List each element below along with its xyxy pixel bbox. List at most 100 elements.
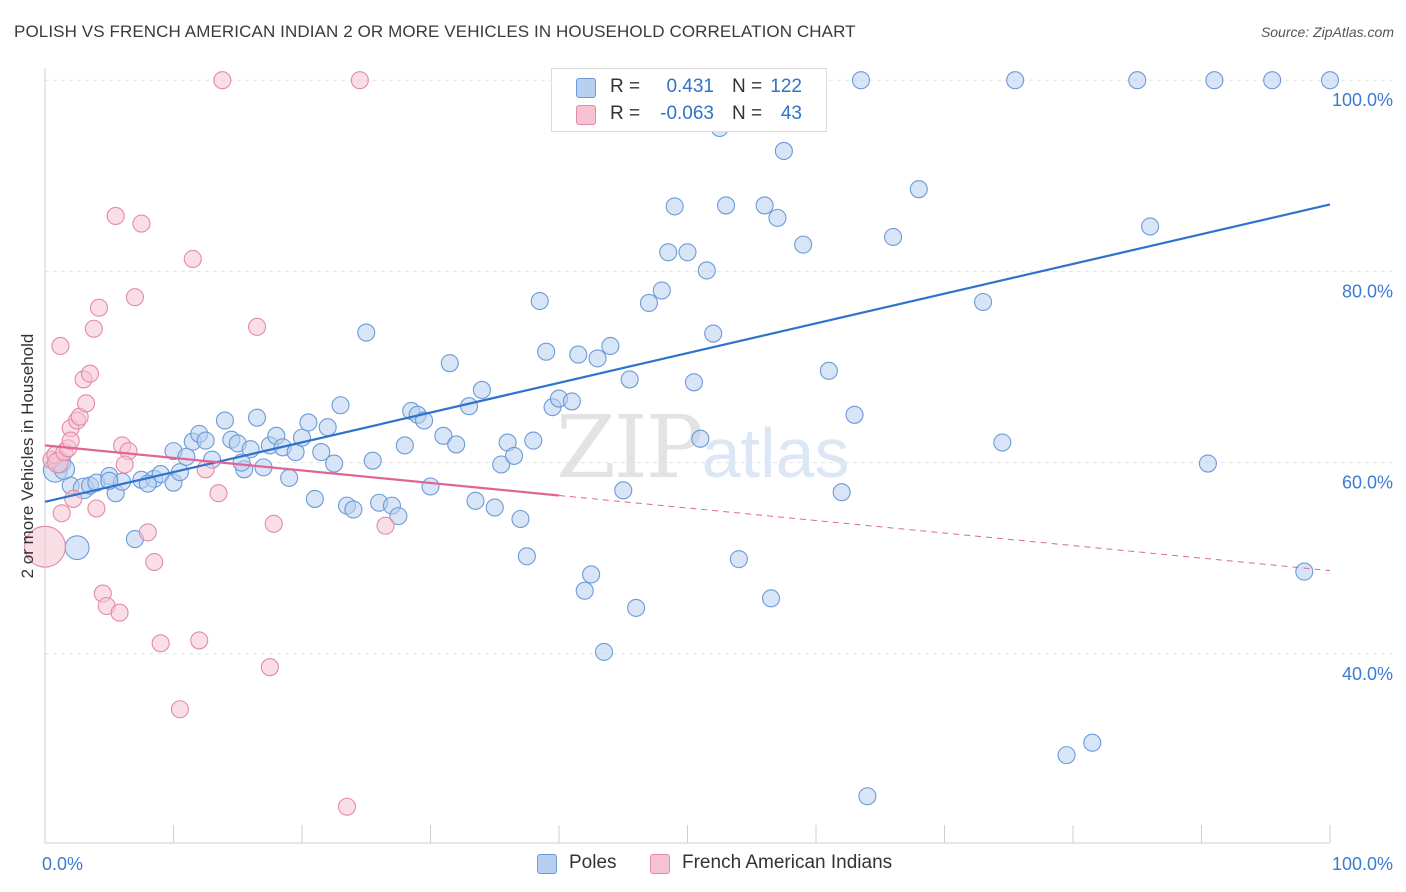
poles-point — [729, 550, 748, 569]
legend-n-value-poles: 122 — [770, 76, 802, 97]
poles-point — [434, 426, 453, 445]
poles-point — [601, 336, 620, 356]
poles-point — [504, 446, 524, 465]
trend-line-fai — [44, 444, 560, 497]
poles-point — [177, 447, 196, 466]
legend-r-value-poles: 0.431 — [666, 76, 714, 97]
poles-point — [909, 180, 928, 199]
legend-r-label: R = — [610, 103, 641, 124]
grid-lines — [45, 79, 1392, 655]
y-tick-label: 40.0% — [1342, 664, 1393, 684]
x-tick-label: 100.0% — [1332, 854, 1393, 874]
legend-n-label: N = — [732, 76, 763, 97]
trend-lines — [44, 203, 1331, 572]
poles-point — [1263, 71, 1282, 90]
poles-point — [459, 397, 479, 416]
trend-line-fai-dashed — [558, 494, 1331, 572]
poles-point — [768, 208, 787, 227]
legend-swatch-fai — [576, 105, 596, 125]
watermark-zip: ZIP — [556, 398, 704, 498]
poles-point — [575, 581, 594, 600]
poles-point — [1141, 217, 1160, 236]
poles-point — [1295, 562, 1314, 581]
legend-row-fai: R = -0.063 N = 43 — [552, 101, 826, 127]
poles-point — [1083, 733, 1102, 752]
poles-point — [774, 141, 793, 160]
fai-point — [80, 364, 100, 383]
poles-point — [511, 509, 530, 529]
y-axis-label: 2 or more Vehicles in Household — [18, 334, 37, 579]
poles-point — [1057, 746, 1076, 765]
fai-point — [170, 700, 189, 719]
fai-point — [110, 603, 129, 622]
fai-point — [145, 552, 164, 572]
poles-point — [299, 413, 318, 432]
poles-point — [588, 349, 607, 368]
y-tick-label: 100.0% — [1332, 90, 1393, 110]
poles-point — [331, 396, 350, 415]
fai-point — [151, 634, 170, 653]
poles-point — [582, 565, 601, 584]
fai-point — [125, 288, 144, 307]
poles-point — [524, 431, 543, 450]
bottom-legend-label-fai: French American Indians — [682, 852, 893, 873]
poles-point — [318, 418, 337, 437]
poles-point — [755, 196, 774, 215]
poles-point — [1320, 71, 1340, 90]
tick-labels: 100.0% 80.0% 60.0% 40.0% 0.0% 100.0% — [42, 90, 1393, 874]
poles-point — [639, 293, 659, 312]
fai-point — [106, 206, 125, 226]
poles-point — [858, 787, 877, 806]
poles-point — [472, 380, 491, 399]
poles-point — [305, 489, 324, 508]
poles-point — [627, 598, 646, 617]
fai-point — [190, 631, 209, 650]
poles-point — [312, 443, 331, 462]
fai-point — [247, 317, 267, 336]
watermark: ZIPatlas — [556, 398, 849, 498]
y-tick-label: 60.0% — [1342, 473, 1393, 493]
poles-point — [196, 431, 215, 450]
poles-point — [530, 291, 549, 311]
fai-point — [89, 298, 109, 317]
poles-point — [832, 483, 851, 502]
poles-point — [1128, 71, 1147, 90]
poles-point — [993, 433, 1012, 452]
fai-point — [87, 499, 106, 518]
poles-point — [64, 535, 90, 561]
poles-point — [659, 243, 678, 262]
poles-point — [363, 451, 382, 470]
poles-point — [357, 323, 376, 342]
poles-point — [819, 361, 838, 380]
poles-point — [485, 498, 504, 517]
legend-swatch-poles — [576, 78, 596, 98]
poles-point — [447, 435, 466, 454]
y-tick-label: 80.0% — [1342, 281, 1393, 301]
fai-point — [183, 249, 202, 269]
poles-point — [678, 243, 697, 262]
fai-point — [61, 431, 80, 450]
poles-point — [440, 354, 459, 373]
poles-point — [415, 411, 434, 430]
x-tick-label: 0.0% — [42, 854, 83, 874]
poles-point — [716, 196, 736, 215]
poles-point — [884, 227, 903, 247]
fai-point — [51, 336, 70, 356]
trend-line-poles — [44, 203, 1331, 503]
poles-point — [517, 547, 536, 566]
bottom-legend-swatch-poles — [537, 854, 557, 874]
fai-point — [84, 319, 103, 338]
fai-point — [77, 394, 96, 413]
poles-point — [594, 642, 614, 661]
legend-n-value-fai: 43 — [780, 103, 802, 124]
legend-r-label: R = — [610, 76, 641, 97]
chart-title: POLISH VS FRENCH AMERICAN INDIAN 2 OR MO… — [14, 22, 856, 41]
fai-point — [115, 455, 134, 474]
poles-point — [973, 292, 993, 312]
series-poles — [42, 71, 1340, 806]
poles-point — [344, 500, 363, 519]
poles-point — [697, 261, 716, 280]
fai-point — [209, 484, 228, 503]
source-label: Source: ZipAtlas.com — [1260, 24, 1394, 40]
